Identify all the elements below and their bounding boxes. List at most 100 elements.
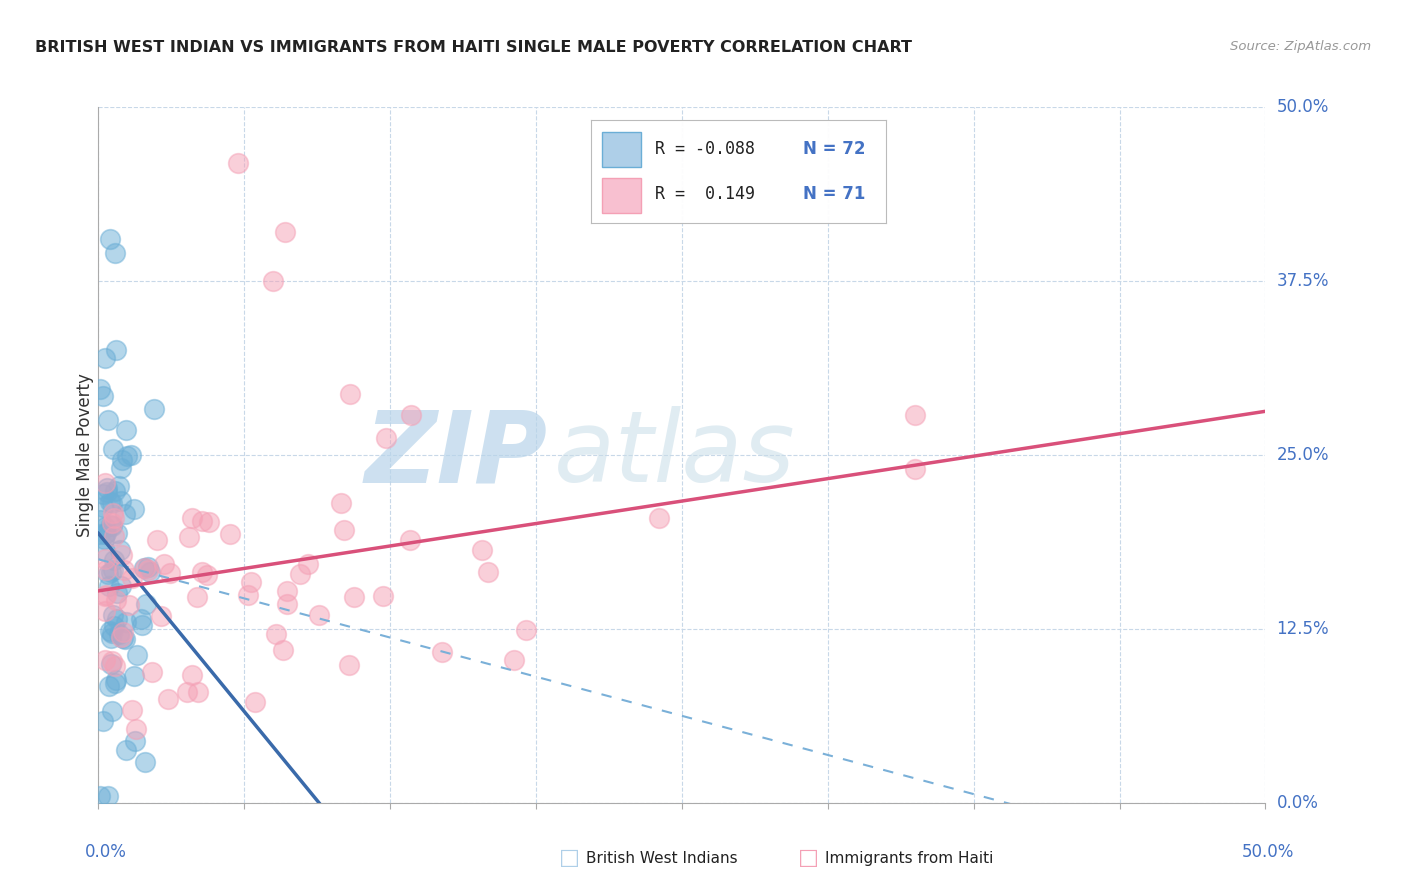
- Text: Source: ZipAtlas.com: Source: ZipAtlas.com: [1230, 40, 1371, 54]
- Point: [125, 722, 148, 736]
- Point: [502, 653, 524, 667]
- Point: [333, 524, 356, 538]
- Y-axis label: Single Male Poverty: Single Male Poverty: [76, 373, 94, 537]
- Point: [103, 510, 125, 524]
- Point: [114, 632, 136, 647]
- Point: [180, 510, 202, 524]
- Point: [97, 789, 120, 803]
- Text: 50.0%: 50.0%: [1277, 98, 1329, 116]
- Point: [135, 597, 157, 611]
- Point: [103, 529, 125, 543]
- Point: [276, 584, 298, 599]
- Point: [94, 351, 117, 365]
- Point: [398, 533, 420, 547]
- Point: [93, 527, 115, 541]
- Point: [107, 627, 129, 641]
- Text: 0.0%: 0.0%: [84, 843, 127, 861]
- Point: [122, 502, 145, 516]
- Point: [97, 566, 120, 581]
- Point: [94, 604, 117, 618]
- Point: [276, 597, 298, 611]
- Point: [94, 552, 117, 566]
- Point: [904, 462, 927, 476]
- Point: [124, 734, 146, 748]
- Point: [186, 591, 208, 605]
- Point: [93, 486, 115, 500]
- Point: [129, 612, 152, 626]
- Point: [339, 387, 361, 401]
- Point: [110, 579, 132, 593]
- Point: [121, 703, 143, 717]
- Text: 12.5%: 12.5%: [1277, 620, 1329, 638]
- Text: atlas: atlas: [554, 407, 796, 503]
- Point: [308, 608, 330, 623]
- Text: Immigrants from Haiti: Immigrants from Haiti: [825, 851, 994, 865]
- Point: [125, 648, 148, 663]
- Point: [100, 631, 122, 645]
- Point: [110, 453, 132, 467]
- Point: [219, 526, 242, 541]
- Point: [288, 566, 311, 581]
- Point: [104, 659, 127, 673]
- Point: [104, 246, 127, 260]
- Point: [146, 533, 169, 547]
- Point: [105, 612, 128, 626]
- Point: [105, 525, 128, 540]
- Point: [191, 565, 214, 579]
- Point: [118, 598, 141, 612]
- Point: [96, 485, 118, 500]
- Text: British West Indians: British West Indians: [586, 851, 738, 865]
- Point: [371, 589, 394, 603]
- Point: [98, 232, 121, 246]
- Point: [101, 519, 124, 533]
- Point: [245, 695, 267, 709]
- Point: [134, 755, 156, 769]
- Point: [141, 665, 163, 680]
- Point: [187, 685, 209, 699]
- Point: [136, 563, 159, 577]
- Point: [228, 155, 250, 169]
- Point: [100, 624, 122, 638]
- Point: [191, 514, 214, 528]
- Point: [180, 668, 202, 682]
- Point: [110, 630, 132, 644]
- Point: [176, 685, 198, 699]
- Point: [110, 494, 132, 508]
- Point: [122, 668, 145, 682]
- Point: [96, 481, 118, 495]
- Point: [343, 590, 366, 604]
- Point: [142, 402, 165, 417]
- Point: [471, 542, 494, 557]
- Point: [238, 588, 260, 602]
- Point: [131, 618, 153, 632]
- Point: [115, 449, 138, 463]
- Point: [98, 578, 121, 592]
- Text: ZIP: ZIP: [364, 407, 548, 503]
- Point: [101, 516, 124, 530]
- Text: □: □: [799, 848, 818, 868]
- Point: [94, 564, 117, 578]
- Point: [271, 643, 294, 657]
- Point: [112, 631, 135, 645]
- Point: [274, 225, 297, 239]
- Point: [104, 483, 127, 498]
- Point: [115, 615, 138, 630]
- Point: [515, 623, 537, 637]
- Point: [96, 525, 118, 540]
- Point: [101, 704, 124, 718]
- Point: [105, 343, 128, 357]
- Point: [94, 589, 117, 603]
- Point: [153, 557, 176, 571]
- Point: [195, 567, 218, 582]
- Point: [112, 625, 135, 640]
- Point: [100, 657, 122, 672]
- Point: [101, 563, 124, 577]
- Point: [139, 565, 162, 579]
- Point: [108, 543, 131, 558]
- Point: [337, 658, 360, 673]
- Point: [98, 494, 121, 508]
- Point: [94, 475, 117, 490]
- Point: [177, 530, 200, 544]
- Point: [100, 517, 122, 532]
- Point: [112, 563, 135, 577]
